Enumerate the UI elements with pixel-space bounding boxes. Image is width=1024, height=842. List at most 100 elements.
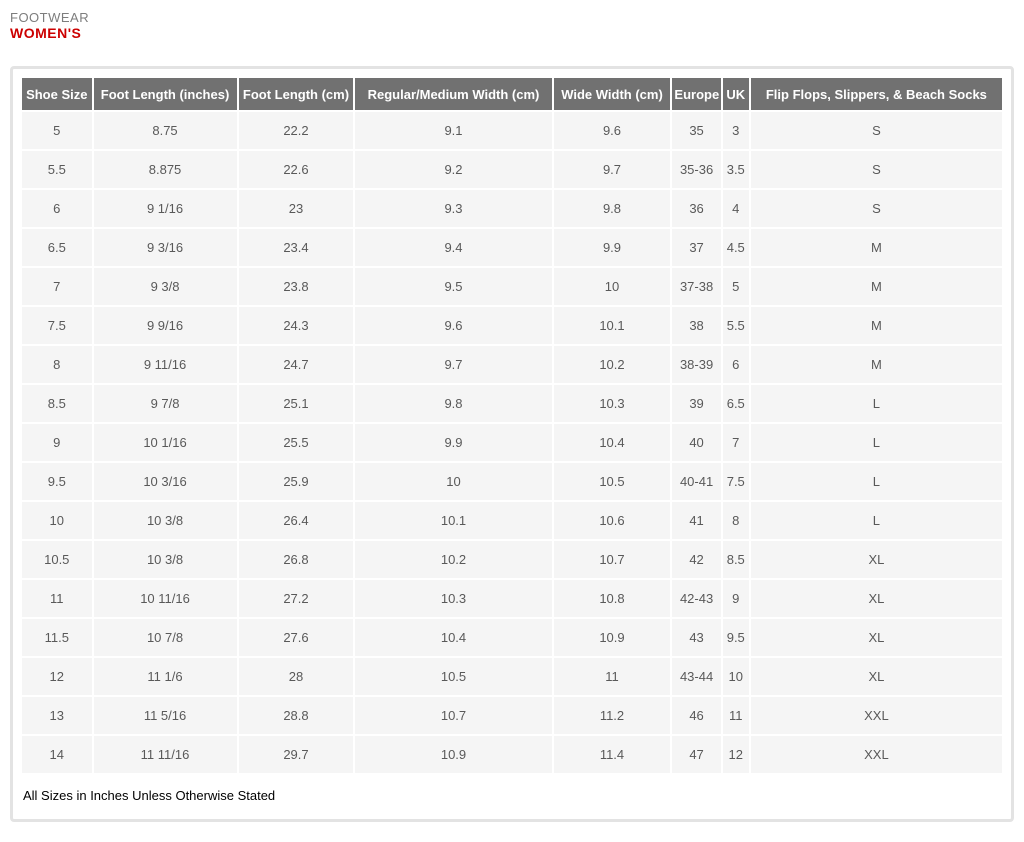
table-row: 11 10 11/16 27.2 10.3 10.8 42-43 9 XL: [22, 580, 1002, 617]
table-cell: 11.4: [553, 736, 671, 773]
table-cell: 8: [22, 346, 92, 383]
size-chart-panel: Shoe Size Foot Length (inches) Foot Length…: [10, 66, 1014, 822]
table-cell: 11: [22, 580, 92, 617]
table-cell: 9 11/16: [93, 346, 237, 383]
table-cell: 10.3: [553, 385, 671, 422]
table-cell: 10.5: [22, 541, 92, 578]
table-row: 5 8.75 22.2 9.1 9.6 35 3 S: [22, 112, 1002, 149]
table-cell: 9: [22, 424, 92, 461]
table-cell: 3.5: [722, 151, 749, 188]
table-cell: 10: [355, 463, 552, 500]
table-cell: M: [750, 229, 1002, 266]
table-row: 8.5 9 7/8 25.1 9.8 10.3 39 6.5 L: [22, 385, 1002, 422]
table-cell: 9.5: [22, 463, 92, 500]
table-cell: 25.9: [238, 463, 354, 500]
table-cell: 7: [22, 268, 92, 305]
table-cell: M: [750, 346, 1002, 383]
table-cell: 10.2: [355, 541, 552, 578]
column-header: Wide Width (cm): [553, 78, 671, 110]
table-cell: 24.7: [238, 346, 354, 383]
table-cell: 9.8: [553, 190, 671, 227]
table-cell: 5.5: [722, 307, 749, 344]
column-header: Flip Flops, Slippers, & Beach Socks: [750, 78, 1002, 110]
table-cell: M: [750, 307, 1002, 344]
table-cell: 10.2: [553, 346, 671, 383]
table-cell: M: [750, 268, 1002, 305]
table-cell: 10.9: [553, 619, 671, 656]
table-cell: 9.5: [355, 268, 552, 305]
table-cell: XL: [750, 619, 1002, 656]
column-header: UK: [722, 78, 749, 110]
table-cell: 13: [22, 697, 92, 734]
table-cell: 9.3: [355, 190, 552, 227]
table-cell: 9.9: [553, 229, 671, 266]
table-cell: 11: [553, 658, 671, 695]
table-cell: L: [750, 385, 1002, 422]
table-cell: 12: [22, 658, 92, 695]
table-cell: 10 3/8: [93, 502, 237, 539]
table-cell: L: [750, 463, 1002, 500]
footnote: All Sizes in Inches Unless Otherwise Sta…: [23, 788, 276, 803]
table-cell: 11 1/6: [93, 658, 237, 695]
table-cell: 10.1: [355, 502, 552, 539]
table-cell: 10.7: [355, 697, 552, 734]
table-cell: 37-38: [672, 268, 721, 305]
table-cell: L: [750, 502, 1002, 539]
table-cell: 27.6: [238, 619, 354, 656]
table-cell: 25.5: [238, 424, 354, 461]
table-cell: S: [750, 151, 1002, 188]
table-cell: 23.4: [238, 229, 354, 266]
table-cell: S: [750, 190, 1002, 227]
table-cell: 10.8: [553, 580, 671, 617]
table-row: 12 11 1/6 28 10.5 11 43-44 10 XL: [22, 658, 1002, 695]
table-cell: 10.5: [355, 658, 552, 695]
table-cell: 9: [722, 580, 749, 617]
table-row: 10 10 3/8 26.4 10.1 10.6 41 8 L: [22, 502, 1002, 539]
table-cell: 28: [238, 658, 354, 695]
table-cell: 8.875: [93, 151, 237, 188]
table-cell: 36: [672, 190, 721, 227]
table-cell: 42: [672, 541, 721, 578]
table-cell: 9.4: [355, 229, 552, 266]
page-heading: FOOTWEAR WOMEN'S: [0, 0, 1024, 41]
table-cell: 7.5: [722, 463, 749, 500]
table-cell: 12: [722, 736, 749, 773]
category-label: FOOTWEAR: [10, 10, 90, 25]
table-cell: 8.5: [722, 541, 749, 578]
table-cell: 27.2: [238, 580, 354, 617]
table-cell: 9.5: [722, 619, 749, 656]
table-cell: XXL: [750, 736, 1002, 773]
table-cell: 5: [722, 268, 749, 305]
table-row: 5.5 8.875 22.6 9.2 9.7 35-36 3.5 S: [22, 151, 1002, 188]
table-cell: 10.7: [553, 541, 671, 578]
table-cell: 11 5/16: [93, 697, 237, 734]
table-cell: 47: [672, 736, 721, 773]
size-chart-table: Shoe Size Foot Length (inches) Foot Length…: [20, 76, 1004, 775]
table-cell: 9.7: [553, 151, 671, 188]
table-cell: 29.7: [238, 736, 354, 773]
table-cell: 38-39: [672, 346, 721, 383]
table-row: 14 11 11/16 29.7 10.9 11.4 47 12 XXL: [22, 736, 1002, 773]
table-cell: 10.6: [553, 502, 671, 539]
table-cell: 39: [672, 385, 721, 422]
table-cell: 10 1/16: [93, 424, 237, 461]
table-cell: 43-44: [672, 658, 721, 695]
table-row: 6.5 9 3/16 23.4 9.4 9.9 37 4.5 M: [22, 229, 1002, 266]
table-cell: L: [750, 424, 1002, 461]
column-header: Europe: [672, 78, 721, 110]
table-cell: 40-41: [672, 463, 721, 500]
table-cell: XL: [750, 580, 1002, 617]
table-cell: 8: [722, 502, 749, 539]
table-cell: 3: [722, 112, 749, 149]
table-row: 9.5 10 3/16 25.9 10 10.5 40-41 7.5 L: [22, 463, 1002, 500]
table-cell: 9 1/16: [93, 190, 237, 227]
table-cell: 11.2: [553, 697, 671, 734]
table-cell: XXL: [750, 697, 1002, 734]
table-cell: 7.5: [22, 307, 92, 344]
table-cell: 10 11/16: [93, 580, 237, 617]
table-cell: XL: [750, 658, 1002, 695]
table-cell: 11 11/16: [93, 736, 237, 773]
table-cell: 6: [22, 190, 92, 227]
table-cell: 10.4: [553, 424, 671, 461]
